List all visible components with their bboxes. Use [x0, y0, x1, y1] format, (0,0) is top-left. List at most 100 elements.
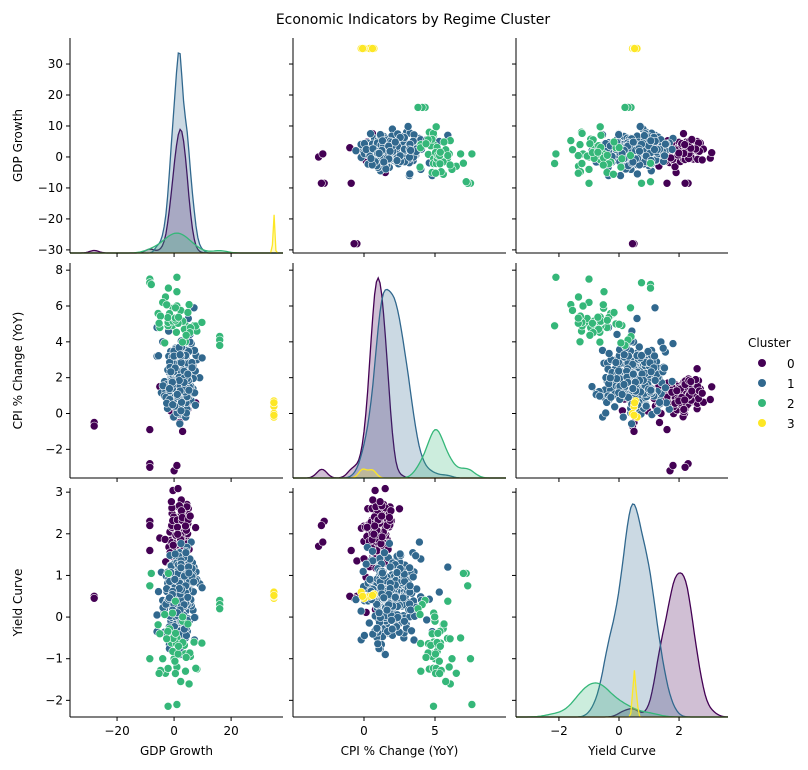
- point-cluster-2: [575, 140, 585, 149]
- point-cluster-0: [89, 593, 99, 603]
- point-cluster-1: [183, 369, 193, 379]
- point-cluster-1: [606, 392, 616, 402]
- point-cluster-1: [405, 169, 415, 179]
- point-cluster-2: [578, 301, 588, 311]
- point-cluster-1: [628, 384, 638, 393]
- point-cluster-3: [630, 44, 639, 53]
- point-cluster-2: [566, 136, 576, 145]
- point-cluster-0: [680, 140, 690, 149]
- point-cluster-2: [421, 139, 431, 148]
- point-cluster-0: [629, 427, 639, 436]
- point-cluster-1: [405, 581, 415, 591]
- point-cluster-2: [573, 168, 583, 178]
- point-cluster-0: [697, 388, 707, 398]
- y-tick-label: 3: [55, 485, 63, 499]
- point-cluster-2: [444, 662, 454, 672]
- point-cluster-0: [697, 155, 707, 165]
- legend-label-cluster-1: 1: [787, 377, 795, 391]
- point-cluster-1: [422, 615, 432, 625]
- point-cluster-1: [633, 169, 642, 179]
- point-cluster-2: [646, 283, 655, 293]
- point-cluster-1: [587, 382, 597, 391]
- x-axis-label: CPI % Change (YoY): [341, 744, 459, 758]
- point-cluster-0: [674, 148, 684, 158]
- point-cluster-2: [435, 669, 444, 678]
- point-cluster-1: [617, 390, 627, 399]
- point-cluster-1: [632, 314, 642, 323]
- point-cluster-1: [406, 146, 415, 155]
- point-cluster-1: [368, 629, 378, 639]
- point-cluster-1: [378, 568, 387, 578]
- point-cluster-1: [610, 402, 620, 412]
- point-cluster-0: [181, 521, 190, 531]
- point-cluster-1: [409, 635, 419, 645]
- point-cluster-2: [162, 300, 171, 310]
- kde-fill-cluster-2: [516, 682, 728, 717]
- point-cluster-2: [416, 639, 425, 648]
- y-tick-label: 6: [55, 299, 63, 313]
- point-cluster-2: [153, 620, 163, 630]
- point-cluster-0: [680, 462, 690, 472]
- x-tick-label: 0: [615, 724, 623, 738]
- point-cluster-1: [408, 572, 418, 582]
- x-tick-label: −2: [550, 724, 568, 738]
- point-cluster-1: [184, 385, 194, 395]
- point-cluster-0: [687, 135, 697, 144]
- kde-fill-cluster-1: [70, 53, 283, 253]
- point-cluster-2: [617, 154, 627, 163]
- point-cluster-2: [435, 159, 445, 169]
- point-cluster-2: [183, 619, 193, 629]
- point-cluster-0: [317, 521, 326, 530]
- point-cluster-0: [318, 149, 328, 159]
- point-cluster-2: [620, 103, 630, 112]
- point-cluster-2: [434, 656, 444, 666]
- point-cluster-2: [431, 649, 440, 659]
- point-cluster-1: [650, 351, 659, 361]
- point-cluster-1: [658, 343, 668, 353]
- point-cluster-2: [551, 149, 561, 159]
- point-cluster-2: [616, 162, 626, 172]
- point-cluster-0: [362, 522, 372, 532]
- point-cluster-2: [568, 145, 577, 154]
- point-cluster-2: [164, 569, 173, 578]
- point-cluster-1: [392, 156, 402, 165]
- point-cluster-2: [183, 308, 193, 317]
- point-cluster-2: [171, 669, 180, 678]
- point-cluster-2: [431, 168, 440, 178]
- point-cluster-0: [680, 179, 690, 188]
- point-cluster-1: [176, 406, 186, 416]
- point-cluster-2: [575, 337, 585, 347]
- point-cluster-2: [215, 341, 224, 350]
- point-cluster-2: [609, 137, 619, 147]
- point-cluster-1: [650, 376, 660, 385]
- x-tick-label: 5: [431, 724, 439, 738]
- point-cluster-1: [390, 592, 400, 602]
- point-cluster-2: [573, 313, 583, 323]
- point-cluster-2: [421, 653, 431, 662]
- point-cluster-1: [380, 650, 390, 659]
- y-axis-label: CPI % Change (YoY): [11, 312, 25, 430]
- point-cluster-1: [379, 593, 389, 603]
- point-cluster-1: [366, 154, 376, 163]
- point-cluster-2: [184, 679, 194, 689]
- y-tick-label: 4: [55, 335, 63, 349]
- point-cluster-1: [191, 400, 200, 410]
- point-cluster-1: [187, 363, 197, 373]
- point-cluster-2: [459, 158, 468, 168]
- point-cluster-1: [646, 367, 656, 377]
- point-cluster-2: [178, 337, 187, 347]
- y-tick-label: −30: [38, 243, 63, 257]
- y-tick-label: 0: [55, 150, 63, 164]
- point-cluster-2: [596, 131, 606, 140]
- point-cluster-0: [692, 364, 702, 374]
- y-tick-label: 10: [48, 119, 63, 133]
- point-cluster-2: [588, 318, 597, 328]
- point-cluster-3: [358, 591, 367, 601]
- point-cluster-0: [687, 386, 697, 396]
- point-cluster-1: [368, 546, 377, 556]
- point-cluster-1: [387, 615, 396, 625]
- point-cluster-2: [584, 274, 594, 284]
- point-cluster-1: [443, 562, 453, 572]
- point-cluster-0: [707, 382, 717, 392]
- point-cluster-2: [416, 666, 426, 676]
